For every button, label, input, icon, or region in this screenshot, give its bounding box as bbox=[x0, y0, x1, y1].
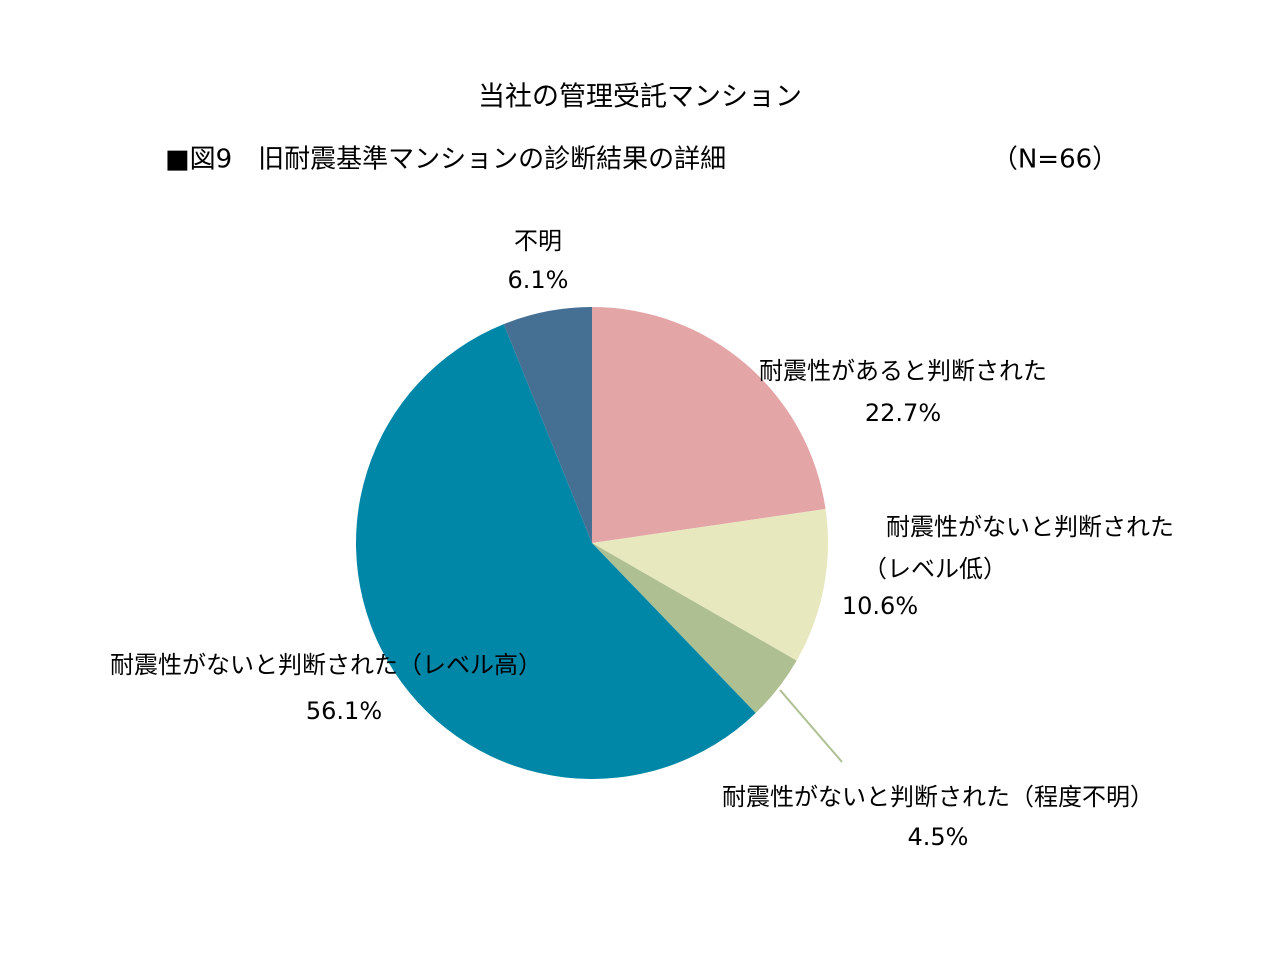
value-label: 56.1% bbox=[306, 697, 382, 725]
slice-label: 耐震性がないと判断された（程度不明） bbox=[722, 783, 1154, 811]
slice-label: 耐震性がないと判断された（レベル低） bbox=[863, 513, 1174, 583]
sample-size: （N=66） bbox=[992, 145, 1118, 175]
value-label: 4.5% bbox=[908, 823, 969, 851]
chart-subtitle: ■図9 旧耐震基準マンションの診断結果の詳細 bbox=[165, 145, 726, 175]
value-label: 10.6% bbox=[842, 592, 918, 620]
chart-title: 当社の管理受託マンション bbox=[478, 82, 802, 113]
pie-slice bbox=[592, 509, 828, 661]
slice-label: 不明 bbox=[514, 227, 562, 255]
slice-label: 耐震性があると判断された bbox=[759, 357, 1047, 385]
slice-label: 耐震性がないと判断された（レベル高） bbox=[110, 651, 542, 679]
pie-slice bbox=[355, 324, 756, 779]
leader-line bbox=[779, 689, 843, 763]
value-label: 22.7% bbox=[865, 399, 941, 427]
pie-slice bbox=[592, 307, 826, 543]
pie-slice bbox=[503, 307, 592, 543]
value-label: 6.1% bbox=[508, 266, 569, 294]
pie-slice bbox=[592, 543, 797, 713]
